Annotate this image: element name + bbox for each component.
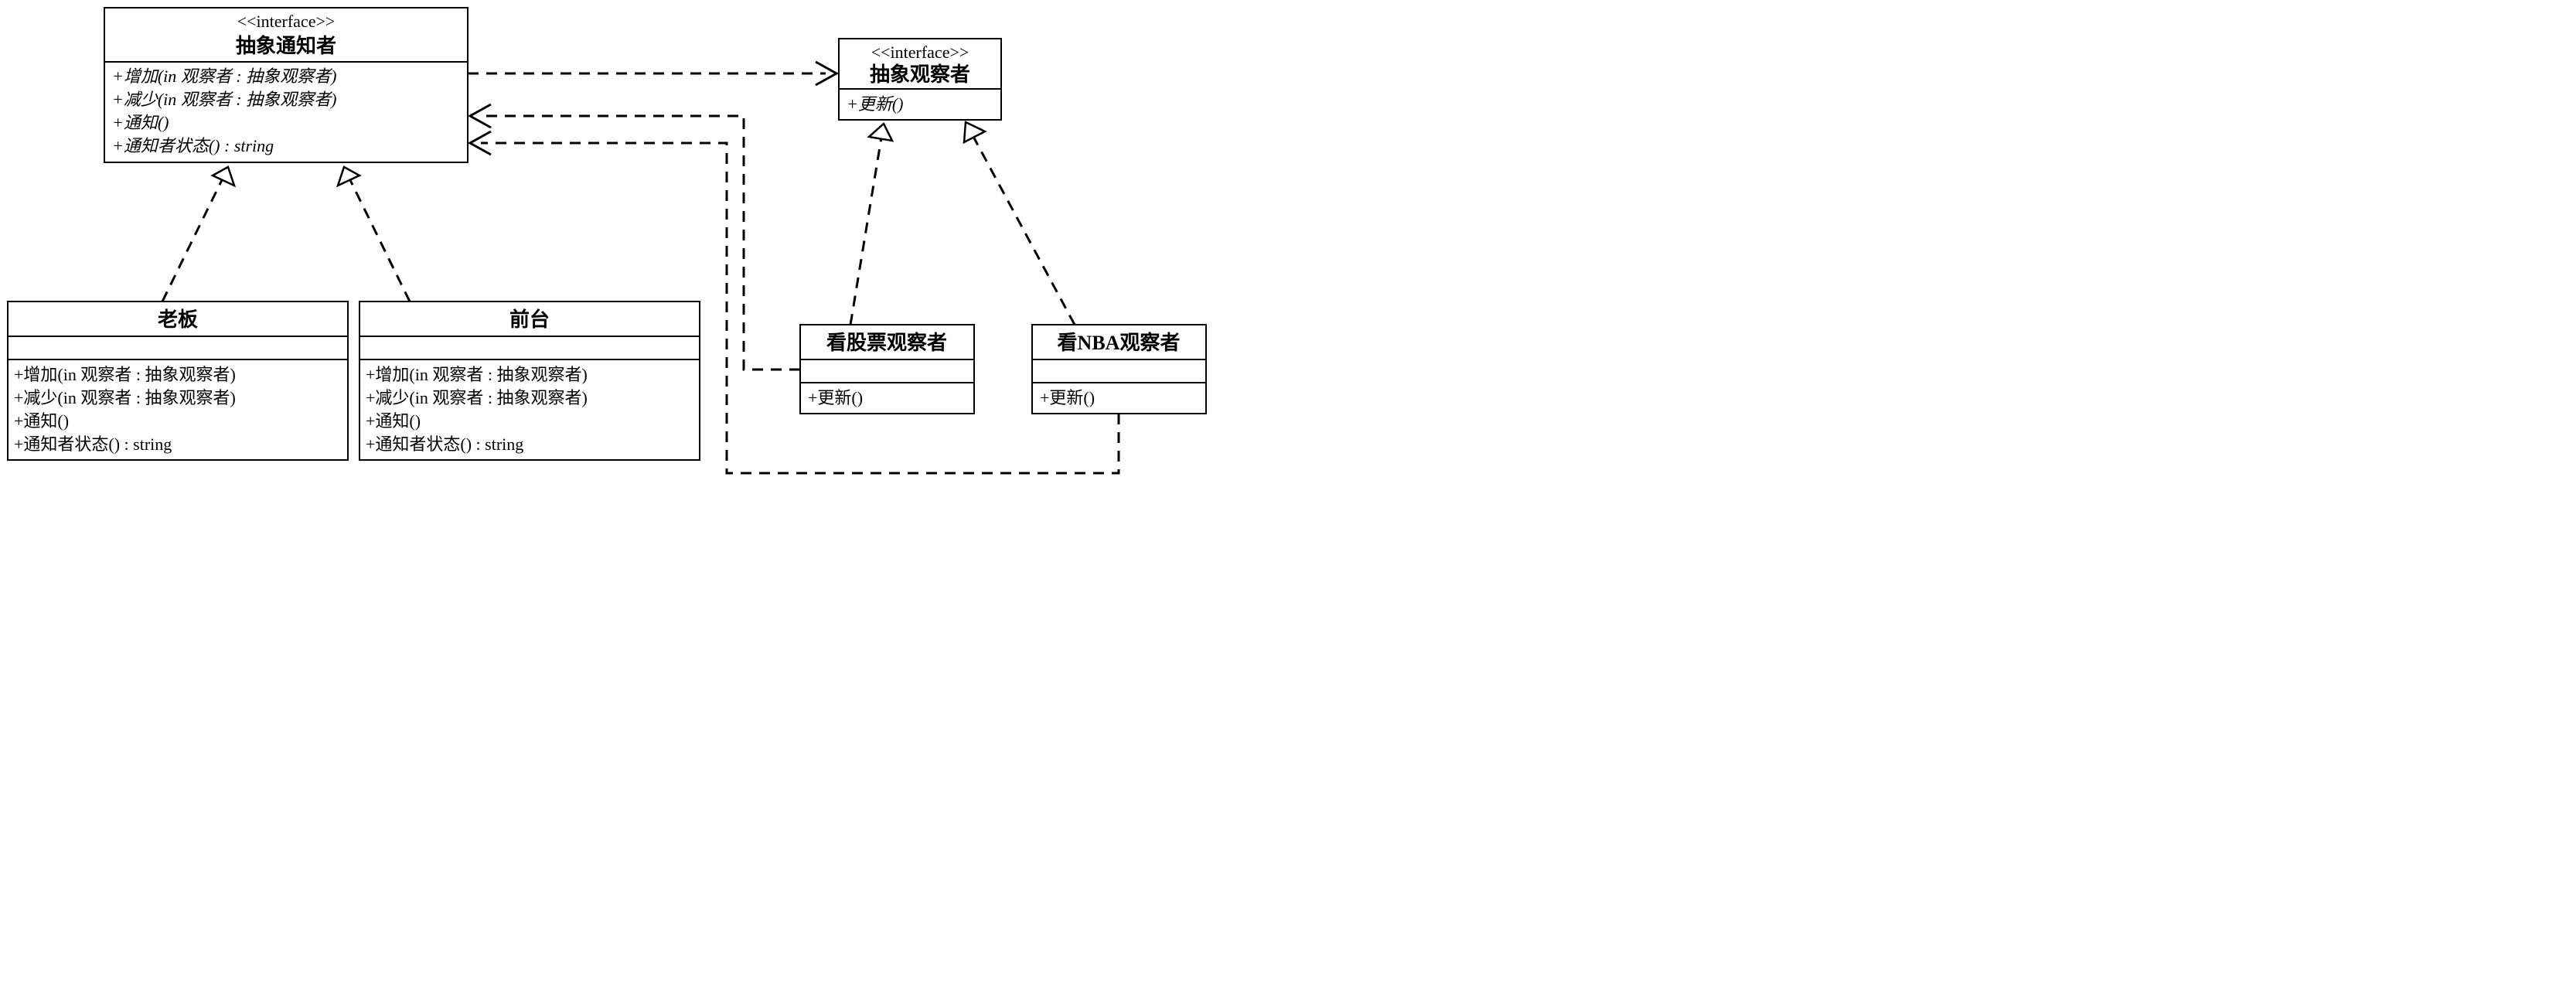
operation: +更新()	[1040, 388, 1095, 407]
uml-diagram: <<interface>> 抽象通知者 +增加(in 观察者 : 抽象观察者) …	[0, 0, 1288, 494]
class-title: 看股票观察者	[826, 332, 947, 354]
edge-stock-realizes-abstractobserver	[850, 124, 892, 325]
operation: +增加(in 观察者 : 抽象观察者)	[112, 66, 336, 86]
operation: +更新()	[808, 388, 863, 407]
edge-abstractsubject-depends-abstractobserver	[468, 62, 837, 85]
operation: +更新()	[847, 94, 904, 114]
class-abstract-subject: <<interface>> 抽象通知者 +增加(in 观察者 : 抽象观察者) …	[104, 8, 468, 162]
operation: +增加(in 观察者 : 抽象观察者)	[14, 365, 236, 384]
edge-boss-realizes-abstractsubject	[162, 167, 234, 302]
class-title: 抽象观察者	[870, 63, 970, 86]
operation: +减少(in 观察者 : 抽象观察者)	[14, 388, 236, 407]
operation: +通知者状态() : string	[366, 434, 523, 454]
operation: +减少(in 观察者 : 抽象观察者)	[366, 388, 588, 407]
class-stock-observer: 看股票观察者 +更新()	[800, 325, 974, 414]
edge-reception-realizes-abstractsubject	[338, 167, 410, 302]
operation: +通知者状态() : string	[112, 136, 274, 155]
operation: +减少(in 观察者 : 抽象观察者)	[112, 90, 336, 109]
class-title: 前台	[509, 308, 550, 331]
edge-nba-realizes-abstractobserver	[964, 122, 1075, 325]
operation: +通知()	[366, 411, 421, 431]
class-nba-observer: 看NBA观察者 +更新()	[1032, 325, 1206, 414]
class-title: 老板	[158, 308, 198, 331]
class-abstract-observer: <<interface>> 抽象观察者 +更新()	[839, 39, 1001, 120]
operation: +通知者状态() : string	[14, 434, 172, 454]
class-boss: 老板 +增加(in 观察者 : 抽象观察者) +减少(in 观察者 : 抽象观察…	[8, 302, 348, 460]
class-title: 看NBA观察者	[1058, 332, 1181, 354]
operation: +通知()	[14, 411, 69, 431]
stereotype-label: <<interface>>	[237, 12, 336, 31]
operation: +增加(in 观察者 : 抽象观察者)	[366, 365, 588, 384]
operation: +通知()	[112, 113, 169, 132]
class-title: 抽象通知者	[236, 34, 336, 57]
class-reception: 前台 +增加(in 观察者 : 抽象观察者) +减少(in 观察者 : 抽象观察…	[359, 302, 700, 460]
stereotype-label: <<interface>>	[871, 43, 969, 62]
